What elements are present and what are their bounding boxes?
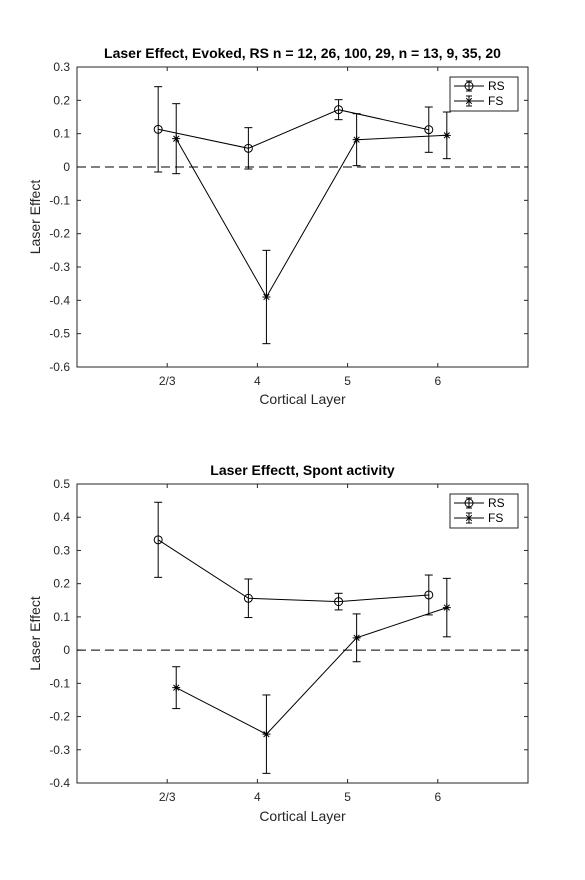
- legend-marker-fs: [465, 97, 473, 105]
- data-point-rs: [153, 535, 163, 545]
- data-point-rs: [334, 105, 344, 115]
- y-tick-label: -0.2: [49, 710, 70, 724]
- legend-label-fs: FS: [488, 511, 503, 525]
- y-tick-label: 0.3: [53, 543, 70, 557]
- x-tick-label: 5: [344, 374, 351, 388]
- y-tick-label: 0.2: [53, 93, 70, 107]
- chart-evoked: -0.6 -0.5 -0.4 -0.3 -0.2 -0.1 0 0.1 0.2 0.3 2/3 4 5 6…: [27, 45, 529, 407]
- y-tick-label: 0.3: [53, 60, 70, 74]
- y-tick-label: -0.1: [49, 676, 70, 690]
- legend-label-rs: RS: [488, 496, 505, 510]
- x-tick-label: 6: [434, 790, 441, 804]
- y-tick-label: 0.5: [53, 477, 70, 491]
- data-point-rs: [334, 597, 344, 607]
- legend-label-fs: FS: [488, 94, 503, 108]
- x-axis-title: Cortical Layer: [259, 391, 346, 407]
- legend-label-rs: RS: [488, 79, 505, 93]
- x-tick-label: 2/3: [159, 790, 176, 804]
- x-tick-label: 2/3: [159, 374, 176, 388]
- chart-title: Laser Effectt, Spont activity: [210, 462, 395, 478]
- y-tick-label: 0: [63, 160, 70, 174]
- data-point-fs: [172, 683, 181, 692]
- legend-marker-fs: [465, 514, 473, 522]
- chart-title: Laser Effect, Evoked, RS n = 12, 26, 100…: [104, 45, 501, 61]
- data-point-fs: [262, 293, 271, 301]
- data-point-rs: [424, 590, 434, 600]
- series-line-rs: [157, 539, 429, 603]
- x-tick-label: 5: [344, 790, 351, 804]
- y-tick-label: 0.1: [53, 610, 70, 624]
- y-tick-label: 0.2: [53, 577, 70, 591]
- series-line-rs: [158, 109, 429, 149]
- legend-marker-rs: [464, 81, 474, 91]
- y-tick-label: -0.3: [49, 743, 70, 757]
- plot-area: [76, 66, 529, 368]
- x-axis-title: Cortical Layer: [259, 808, 346, 824]
- y-tick-label: 0.1: [53, 127, 70, 141]
- y-axis-title: Laser Effect: [27, 180, 43, 255]
- y-tick-label: -0.4: [49, 776, 70, 790]
- data-point-rs: [243, 143, 253, 153]
- chart-spont-activity: -0.4 -0.3 -0.2 -0.1 0 0.1 0.2 0.3 0.4 0.5 2/3 4 5 6 RS…: [27, 462, 529, 824]
- y-tick-label: -0.4: [49, 293, 70, 307]
- data-point-fs: [352, 633, 361, 642]
- y-tick-label: -0.6: [49, 360, 70, 374]
- y-tick-label: 0: [63, 643, 70, 657]
- x-tick-label: 4: [254, 790, 261, 804]
- y-tick-label: -0.1: [49, 193, 70, 207]
- plot-area: [76, 483, 529, 784]
- legend-box: [449, 493, 519, 529]
- data-point-fs: [442, 131, 451, 140]
- data-point-fs: [262, 730, 271, 739]
- x-tick-label: 4: [254, 374, 261, 388]
- data-point-rs: [424, 125, 434, 135]
- data-point-rs: [153, 124, 163, 134]
- data-point-fs: [442, 603, 451, 612]
- x-tick-label: 6: [434, 374, 441, 388]
- series-line-fs: [175, 134, 447, 299]
- y-axis-title: Laser Effect: [27, 596, 43, 671]
- legend-marker-rs: [464, 498, 474, 508]
- y-tick-label: 0.4: [53, 510, 70, 524]
- data-point-rs: [243, 593, 253, 603]
- y-tick-label: -0.5: [49, 327, 70, 341]
- data-point-fs: [352, 135, 361, 144]
- legend-box: [449, 76, 519, 112]
- series-line-fs: [175, 607, 447, 735]
- y-tick-label: -0.2: [49, 227, 70, 241]
- data-point-fs: [172, 134, 181, 143]
- y-tick-label: -0.3: [49, 260, 70, 274]
